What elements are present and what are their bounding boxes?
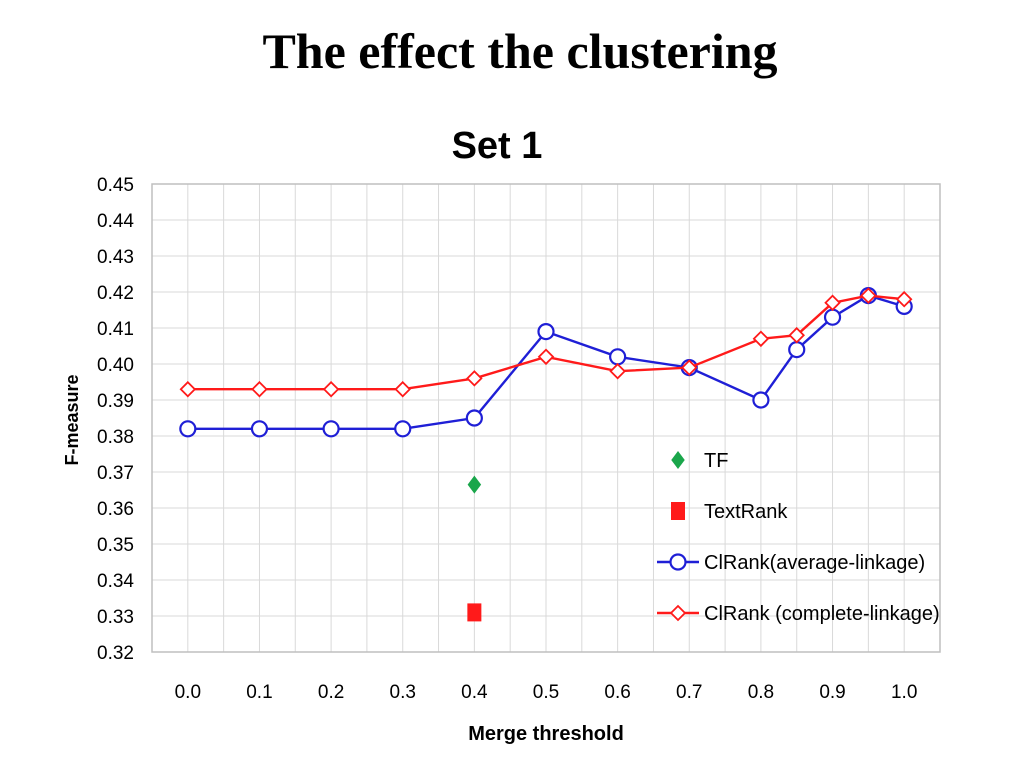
- y-tick-label: 0.35: [97, 535, 134, 556]
- plot-area-frame: [151, 183, 941, 653]
- legend-label: ClRank(average-linkage): [704, 552, 925, 574]
- x-tick-label: 0.3: [390, 682, 416, 703]
- data-point: [465, 409, 483, 427]
- data-point: [752, 330, 770, 348]
- data-point: [788, 341, 806, 359]
- legend-item: ClRank (complete-linkage): [657, 603, 940, 625]
- data-point: [824, 294, 841, 312]
- series-layer: [179, 287, 913, 622]
- data-point: [179, 420, 197, 438]
- data-point: [537, 348, 555, 366]
- x-axis-ticks: 0.0 0.1 0.2 0.3 0.4 0.5 0.6 0.7 0.8 0.9 1.0: [175, 682, 918, 703]
- data-point: [609, 348, 627, 366]
- x-axis-label: Merge threshold: [468, 723, 624, 745]
- data-point: [394, 380, 412, 398]
- series-2: [179, 287, 913, 438]
- slide-title: The effect the clustering: [262, 23, 778, 79]
- x-tick-label: 0.8: [748, 682, 774, 703]
- y-tick-label: 0.42: [97, 283, 134, 304]
- y-tick-label: 0.44: [97, 211, 134, 232]
- y-tick-label: 0.36: [97, 499, 134, 520]
- data-point: [467, 603, 482, 622]
- y-tick-label: 0.34: [97, 571, 134, 592]
- y-tick-label: 0.33: [97, 607, 134, 628]
- series-0: [467, 475, 482, 494]
- x-tick-label: 0.4: [461, 682, 488, 703]
- legend: TF TextRank ClRank(average-linkage) ClRank …: [657, 450, 940, 625]
- x-tick-label: 1.0: [891, 682, 917, 703]
- y-axis-label: F-measure: [62, 374, 82, 465]
- legend-item: ClRank(average-linkage): [657, 552, 925, 574]
- y-tick-label: 0.39: [97, 391, 134, 412]
- data-point: [860, 287, 877, 304]
- x-tick-label: 0.1: [246, 682, 272, 703]
- y-tick-label: 0.38: [97, 427, 134, 448]
- data-point: [680, 359, 698, 376]
- legend-label: TextRank: [704, 501, 788, 523]
- y-tick-label: 0.37: [97, 463, 134, 484]
- data-point: [895, 290, 913, 308]
- y-axis-ticks: 0.32 0.33 0.34 0.35 0.36 0.37 0.38 0.39 0.40 0.41…: [97, 175, 134, 664]
- legend-marker: [671, 502, 685, 520]
- data-point: [823, 308, 842, 326]
- x-tick-label: 0.6: [604, 682, 630, 703]
- grid-lines: [151, 183, 941, 653]
- data-point: [788, 326, 806, 344]
- data-point: [179, 380, 197, 398]
- y-tick-label: 0.45: [97, 175, 134, 196]
- legend-marker: [671, 451, 685, 469]
- legend-label: ClRank (complete-linkage): [704, 603, 940, 625]
- data-point: [322, 420, 340, 438]
- x-tick-label: 0.5: [533, 682, 559, 703]
- data-point: [251, 380, 268, 398]
- legend-label: TF: [704, 450, 728, 472]
- chart-title: Set 1: [452, 125, 543, 167]
- y-tick-label: 0.41: [97, 319, 134, 340]
- series-3: [179, 287, 913, 398]
- data-point: [466, 370, 483, 387]
- legend-item: TextRank: [671, 501, 788, 523]
- data-point: [250, 420, 269, 438]
- data-point: [394, 420, 412, 438]
- data-point: [322, 380, 340, 398]
- legend-item: TF: [671, 450, 728, 472]
- x-tick-label: 0.9: [819, 682, 845, 703]
- y-tick-label: 0.32: [97, 643, 134, 664]
- legend-marker: [669, 604, 687, 622]
- data-point: [752, 391, 770, 409]
- legend-marker: [669, 553, 687, 571]
- x-tick-label: 0.0: [175, 682, 201, 703]
- data-point: [467, 475, 482, 494]
- x-tick-label: 0.7: [676, 682, 702, 703]
- x-tick-label: 0.2: [318, 682, 344, 703]
- y-tick-label: 0.40: [97, 355, 134, 376]
- series-1: [467, 603, 482, 622]
- data-point: [537, 323, 555, 341]
- y-tick-label: 0.43: [97, 247, 134, 268]
- data-point: [609, 362, 626, 380]
